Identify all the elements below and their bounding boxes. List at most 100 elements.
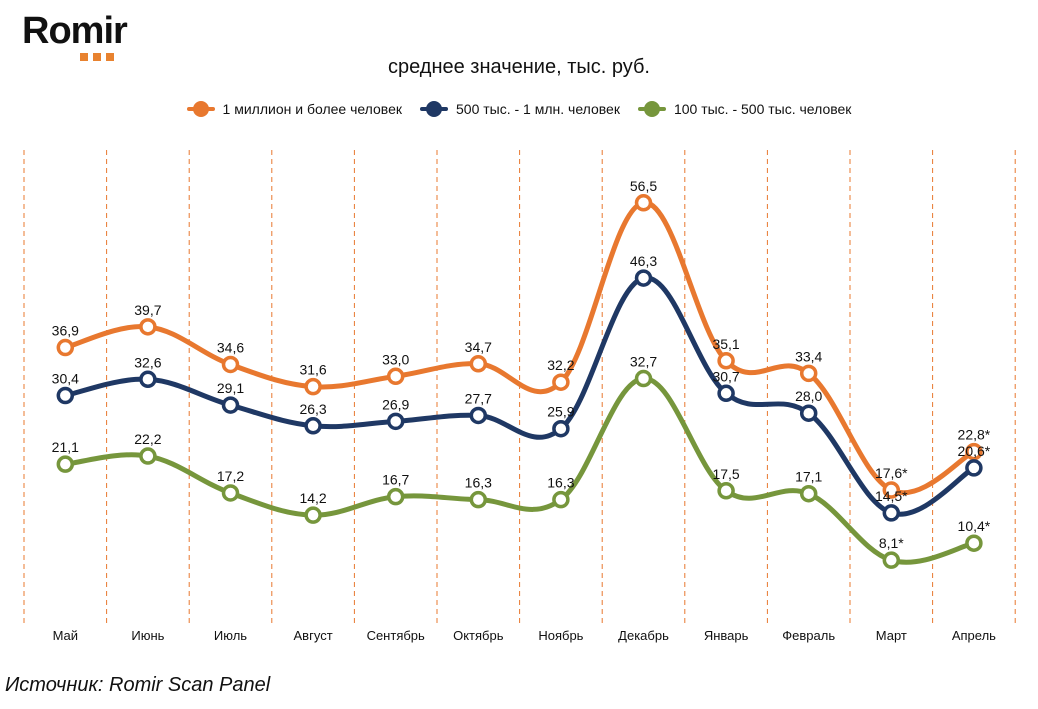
data-point	[552, 419, 570, 438]
data-label: 17,5	[712, 466, 739, 482]
data-point	[799, 484, 818, 503]
data-point	[221, 355, 240, 374]
data-label: 10,4*	[958, 518, 991, 534]
data-label: 14,2	[299, 490, 326, 506]
line-chart: Май Июнь Июль Август Сентябрь Октябрь Ноябрь Де…	[23, 150, 1016, 643]
x-tick-label: Сентябрь	[367, 628, 425, 643]
data-label: 34,6	[217, 339, 244, 355]
data-label: 39,7	[134, 302, 161, 318]
data-label: 16,7	[382, 472, 409, 488]
data-point	[56, 386, 75, 405]
data-point	[552, 373, 570, 391]
data-label: 26,3	[299, 401, 326, 417]
data-label: 22,8*	[958, 427, 991, 443]
logo-dots	[80, 53, 127, 61]
data-label: 32,7	[630, 354, 657, 370]
legend-item-1m-plus: 1 миллион и более человек	[186, 100, 402, 118]
data-point	[304, 506, 322, 524]
data-point	[221, 484, 240, 502]
data-point	[56, 338, 75, 357]
x-tick-label: Декабрь	[618, 628, 669, 643]
legend-swatch-500k-1m	[420, 100, 448, 118]
legend-label-1m-plus: 1 миллион и более человек	[222, 101, 402, 117]
x-tick-label: Июнь	[131, 628, 164, 643]
data-point	[386, 412, 405, 431]
data-point	[139, 447, 157, 465]
data-label: 29,1	[217, 380, 244, 396]
data-point	[469, 490, 488, 509]
data-point	[469, 355, 488, 373]
source-note: Источник: Romir Scan Panel	[5, 674, 271, 696]
data-point	[304, 377, 322, 396]
legend-swatch-100k-500k	[637, 100, 666, 118]
data-point	[56, 455, 75, 473]
data-label: 46,3	[630, 253, 657, 269]
data-label: 33,4	[795, 348, 822, 364]
data-label: 32,6	[134, 354, 161, 370]
data-point	[717, 352, 735, 370]
data-point	[386, 367, 405, 386]
data-point	[799, 364, 818, 383]
data-point	[965, 442, 983, 461]
legend-label-100k-500k: 100 тыс. - 500 тыс. человек	[673, 101, 852, 117]
x-tick-label: Июль	[214, 628, 247, 643]
data-label: 34,7	[465, 339, 492, 355]
data-label: 32,2	[547, 357, 574, 373]
chart-title: среднее значение, тыс. руб.	[387, 56, 650, 78]
x-tick-label: Февраль	[782, 628, 835, 643]
data-label: 21,1	[52, 439, 79, 455]
data-point	[552, 490, 570, 509]
legend-item-100k-500k: 100 тыс. - 500 тыс. человек	[637, 100, 852, 118]
data-point	[634, 194, 653, 212]
data-label: 8,1*	[879, 535, 904, 551]
data-label: 31,6	[299, 362, 326, 378]
x-tick-label: Октябрь	[453, 628, 504, 643]
x-tick-label: Апрель	[952, 628, 996, 643]
data-label: 56,5	[630, 178, 657, 194]
data-label: 30,7	[712, 368, 739, 384]
data-point	[882, 481, 901, 499]
x-tick-label: Январь	[704, 628, 749, 643]
data-label: 16,3	[547, 475, 574, 491]
data-point	[221, 396, 240, 414]
data-point	[386, 487, 405, 506]
data-point	[469, 406, 488, 425]
data-label: 25,9	[547, 404, 574, 420]
data-label: 16,3	[465, 475, 492, 491]
data-point	[882, 551, 901, 569]
data-point	[717, 482, 735, 500]
data-point	[139, 318, 157, 336]
data-point	[799, 404, 818, 422]
data-label: 27,7	[465, 390, 492, 406]
data-label: 22,2	[134, 431, 161, 447]
x-tick-label: Август	[294, 628, 333, 643]
data-label: 28,0	[795, 388, 822, 404]
romir-logo: Romir	[22, 10, 128, 61]
data-label: 33,0	[382, 351, 409, 367]
data-point	[139, 370, 157, 389]
logo-text: Romir	[22, 10, 128, 52]
data-label: 17,6*	[875, 465, 908, 481]
legend-swatch-1m-plus	[186, 100, 215, 118]
data-point	[304, 417, 322, 435]
x-tick-label: Май	[53, 628, 78, 643]
data-label: 36,9	[52, 323, 79, 339]
data-point	[965, 534, 983, 552]
x-tick-label: Март	[876, 628, 907, 643]
data-point	[882, 504, 901, 522]
data-point	[634, 269, 653, 287]
legend-item-500k-1m: 500 тыс. - 1 млн. человек	[420, 100, 620, 118]
data-point	[965, 459, 983, 477]
data-label: 14,5*	[875, 488, 908, 504]
data-label: 17,1	[795, 469, 822, 485]
data-label: 17,2	[217, 468, 244, 484]
legend-label-500k-1m: 500 тыс. - 1 млн. человек	[456, 101, 620, 117]
chart-legend: 1 миллион и более человек 500 тыс. - 1 м…	[0, 100, 1038, 118]
data-point	[717, 384, 735, 403]
x-tick-label: Ноябрь	[538, 628, 583, 643]
data-label: 35,1	[712, 336, 739, 352]
data-label: 30,4	[52, 371, 79, 387]
data-label: 26,9	[382, 396, 409, 412]
data-label: 20,6*	[958, 443, 991, 459]
data-point	[634, 369, 653, 388]
